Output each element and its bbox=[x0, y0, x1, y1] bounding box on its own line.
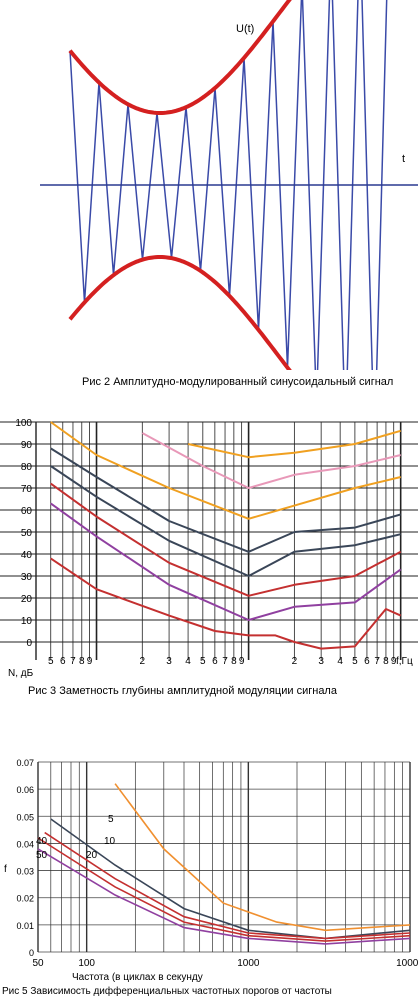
x-tick-label: 4 bbox=[337, 656, 343, 667]
series-line bbox=[187, 429, 401, 459]
figure2-caption: Рис 2 Амплитудно-модулированный синусоид… bbox=[82, 376, 394, 388]
y-tick-label: 70 bbox=[21, 484, 33, 495]
series-label: 40 bbox=[36, 836, 48, 847]
y-tick-label: 80 bbox=[21, 462, 33, 473]
series-labels: 5 10 20 40 50 bbox=[36, 814, 116, 861]
am-signal-figure: U(t) t bbox=[40, 0, 418, 370]
y-tick-label: 0 bbox=[29, 948, 34, 958]
x-tick-label: 5 bbox=[200, 656, 206, 667]
x-tick-label: 9 bbox=[391, 656, 397, 667]
y-tick-label: 90 bbox=[21, 440, 33, 451]
y-tick-label: 30 bbox=[21, 572, 33, 583]
series-line bbox=[141, 432, 401, 489]
y-tick-label: 0.06 bbox=[16, 785, 34, 795]
chart-series bbox=[50, 421, 402, 650]
x-tick-label: 1000 bbox=[237, 958, 260, 969]
y-tick-label: 0 bbox=[26, 638, 32, 649]
x-tick-label: 3 bbox=[318, 656, 324, 667]
series-line bbox=[44, 831, 411, 940]
y-tick-label: 40 bbox=[21, 550, 33, 561]
x-tick-label: 2 bbox=[292, 656, 298, 667]
x-tick-label: 4 bbox=[185, 656, 191, 667]
x-axis-title: f,Гц bbox=[396, 656, 413, 667]
signal-label: U(t) bbox=[236, 23, 254, 35]
x-tick-labels: 50 100 1000 10000 bbox=[32, 958, 418, 969]
x-axis-title: Частота (в циклах в секунду bbox=[72, 972, 203, 983]
chart-series bbox=[37, 783, 411, 945]
y-tick-label: 0.02 bbox=[16, 894, 34, 904]
y-tick-label: 60 bbox=[21, 506, 33, 517]
y-tick-label: 20 bbox=[21, 594, 33, 605]
x-tick-label: 8 bbox=[383, 656, 389, 667]
series-line bbox=[50, 557, 402, 650]
series-line bbox=[50, 421, 401, 520]
x-tick-label: 50 bbox=[32, 958, 44, 969]
y-tick-label: 100 bbox=[15, 418, 32, 429]
x-tick-label: 7 bbox=[374, 656, 380, 667]
x-tick-label: 7 bbox=[222, 656, 228, 667]
y-tick-label: 0.01 bbox=[16, 921, 34, 931]
lower-envelope bbox=[68, 255, 292, 370]
x-tick-label: 9 bbox=[87, 656, 93, 667]
envelope-curves bbox=[68, 0, 292, 370]
series-line bbox=[50, 447, 401, 553]
y-tick-labels: 0.07 0.06 0.05 0.04 0.03 0.02 0.01 0 bbox=[16, 758, 34, 958]
figure5-caption: Рис 5 Зависимость дифференциальных часто… bbox=[2, 986, 332, 997]
x-tick-label: 8 bbox=[79, 656, 85, 667]
y-tick-label: 0.07 bbox=[16, 758, 34, 768]
time-axis-label: t bbox=[402, 153, 405, 165]
series-label: 10 bbox=[104, 836, 116, 847]
figure3-caption: Рис 3 Заметность глубины амплитудной мод… bbox=[28, 685, 337, 697]
y-tick-label: 0.05 bbox=[16, 812, 34, 822]
x-tick-label: 3 bbox=[166, 656, 172, 667]
x-tick-label: 5 bbox=[352, 656, 358, 667]
x-tick-label: 7 bbox=[70, 656, 76, 667]
frequency-threshold-chart: 0.07 0.06 0.05 0.04 0.03 0.02 0.01 0 50 100 1000 1… bbox=[4, 758, 418, 983]
series-label: 20 bbox=[86, 850, 98, 861]
x-tick-label: 2 bbox=[140, 656, 146, 667]
y-tick-label: 0.04 bbox=[16, 839, 34, 849]
x-tick-label: 100 bbox=[78, 958, 95, 969]
y-axis-title: f bbox=[4, 864, 7, 875]
x-tick-label: 6 bbox=[364, 656, 370, 667]
series-line bbox=[37, 837, 411, 942]
x-tick-label: 6 bbox=[212, 656, 218, 667]
x-tick-label: 8 bbox=[231, 656, 237, 667]
x-tick-label: 5 bbox=[48, 656, 54, 667]
series-line bbox=[114, 783, 411, 932]
y-axis-title: N, дБ bbox=[8, 668, 34, 679]
x-tick-label: 6 bbox=[60, 656, 66, 667]
y-tick-label: 50 bbox=[21, 528, 33, 539]
x-tick-label: 10000 bbox=[396, 958, 418, 969]
series-line bbox=[50, 465, 401, 577]
series-line bbox=[37, 848, 411, 945]
y-tick-label: 0.03 bbox=[16, 867, 34, 877]
chart-grid bbox=[37, 761, 411, 953]
series-line bbox=[50, 482, 402, 597]
y-tick-label: 10 bbox=[21, 616, 33, 627]
series-label: 5 bbox=[108, 814, 114, 825]
series-label: 50 bbox=[36, 850, 48, 861]
upper-envelope bbox=[68, 0, 292, 115]
x-tick-label: 9 bbox=[239, 656, 245, 667]
series-line bbox=[50, 502, 402, 621]
